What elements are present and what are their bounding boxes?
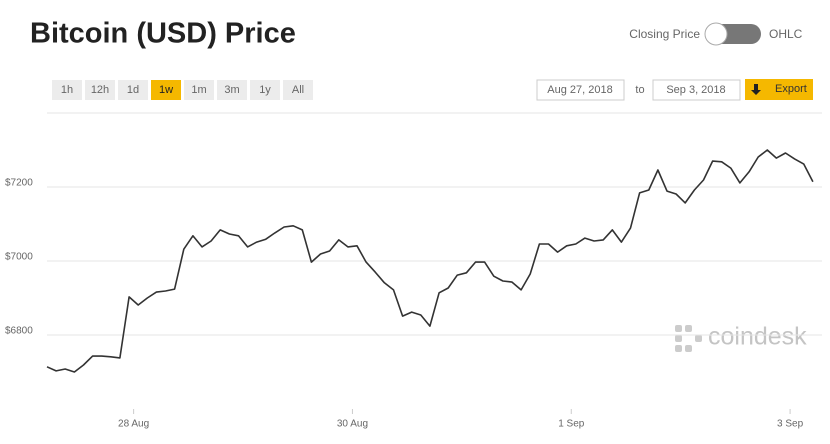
watermark-logo xyxy=(675,325,702,352)
range-button[interactable] xyxy=(52,80,82,100)
watermark: coindesk xyxy=(708,323,807,351)
x-tick-label: 28 Aug xyxy=(118,419,149,430)
export-icon xyxy=(751,84,761,95)
range-button[interactable] xyxy=(250,80,280,100)
range-label: 1h xyxy=(61,84,73,96)
range-button[interactable] xyxy=(184,80,214,100)
range-label: 12h xyxy=(91,84,109,96)
range-label: 1d xyxy=(127,84,139,96)
range-label: 1y xyxy=(259,84,271,96)
export-button[interactable] xyxy=(745,79,813,100)
x-tick-label: 3 Sep xyxy=(777,419,804,430)
toggle-left-label: Closing Price xyxy=(629,27,700,41)
plot-area: $6800 $7000 $7200 28 Aug 30 Aug 1 Sep 3 Sep xyxy=(5,149,822,430)
toggle-knob[interactable] xyxy=(704,22,728,46)
y-tick-label: $7200 xyxy=(5,178,33,189)
range-label: 3m xyxy=(224,84,239,96)
y-tick-label: $7000 xyxy=(5,252,33,263)
date-to: Sep 3, 2018 xyxy=(666,84,725,96)
range-button[interactable] xyxy=(283,80,313,100)
page-title: Bitcoin (USD) Price xyxy=(30,18,296,50)
date-separator: to xyxy=(635,84,644,96)
range-label: 1m xyxy=(191,84,206,96)
range-buttons: 1h 12h 1d 1w 1m 3m 1y All xyxy=(52,80,313,100)
x-tick-label: 30 Aug xyxy=(337,419,368,430)
range-button[interactable] xyxy=(85,80,115,100)
toggle-right-label: OHLC xyxy=(769,27,803,41)
range-label: 1w xyxy=(159,84,173,96)
date-from: Aug 27, 2018 xyxy=(547,84,612,96)
export-label: Export xyxy=(775,83,807,95)
range-label: All xyxy=(292,84,304,96)
range-button[interactable] xyxy=(151,80,181,100)
date-from-box[interactable] xyxy=(536,79,625,101)
x-tick-label: 1 Sep xyxy=(558,419,585,430)
range-button[interactable] xyxy=(118,80,148,100)
range-button[interactable] xyxy=(217,80,247,100)
y-tick-label: $6800 xyxy=(5,326,33,337)
date-to-box[interactable] xyxy=(652,79,741,101)
price-line xyxy=(46,149,814,373)
